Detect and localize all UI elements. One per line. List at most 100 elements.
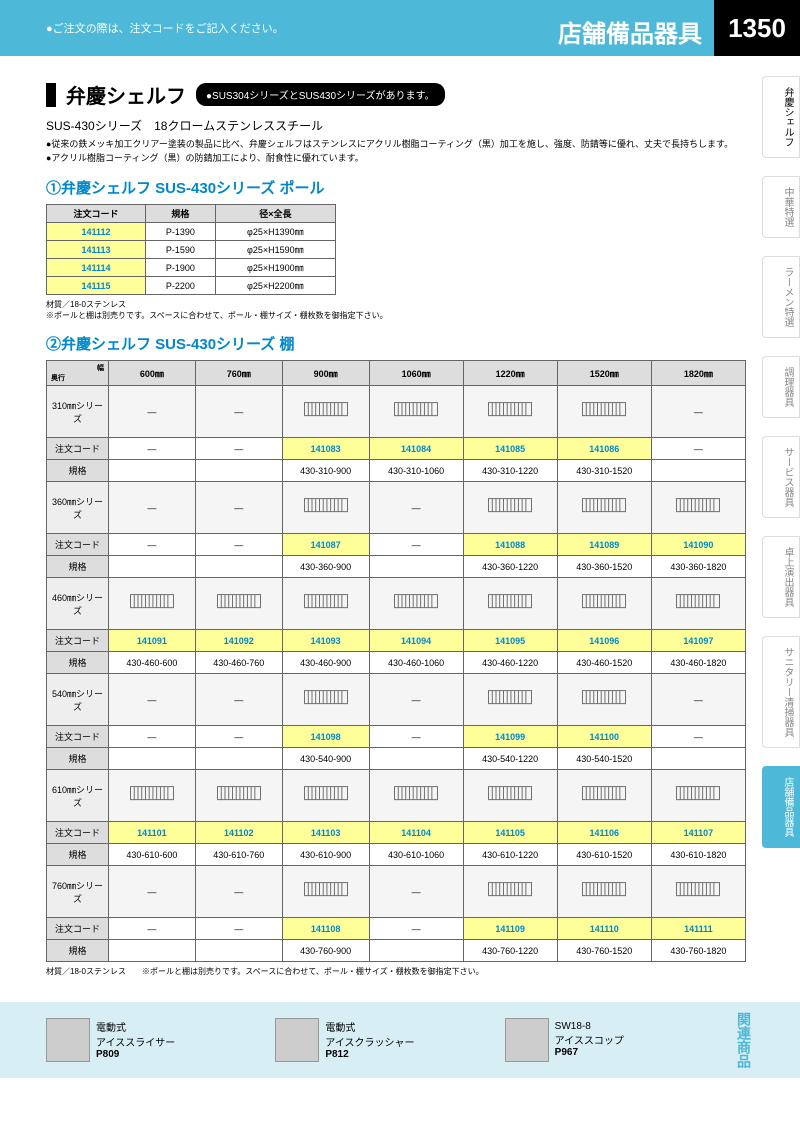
side-tab[interactable]: サービス器具	[762, 436, 800, 518]
section2-note: 材質／18-0ステンレス ※ポールと棚は別売りです。スペースに合わせて、ポール・…	[46, 966, 746, 977]
order-code: 141086	[557, 438, 651, 460]
shelf-image-cell	[109, 770, 196, 822]
shelf-image-cell: —	[195, 386, 282, 438]
related-item[interactable]: SW18-8アイススコップP967	[505, 1018, 718, 1062]
table-row: 540㎜シリーズ————	[47, 674, 746, 726]
spec-cell	[195, 556, 282, 578]
order-code: —	[369, 918, 463, 940]
spec-cell: 430-460-1820	[651, 652, 745, 674]
order-code: —	[109, 918, 196, 940]
shelf-image-cell	[195, 770, 282, 822]
spec-cell: 430-760-1220	[463, 940, 557, 962]
spec-cell: 430-460-1220	[463, 652, 557, 674]
order-code: —	[195, 918, 282, 940]
shelf-image-cell	[282, 674, 369, 726]
table-row: 注文コード——141087—141088141089141090	[47, 534, 746, 556]
order-code: —	[651, 726, 745, 748]
shelf-table: 幅奥行600㎜760㎜900㎜1060㎜1220㎜1520㎜1820㎜ 310㎜…	[46, 360, 746, 962]
row-label: 注文コード	[47, 534, 109, 556]
order-code: 141084	[369, 438, 463, 460]
order-code: 141098	[282, 726, 369, 748]
side-tab[interactable]: サニタリー清掃器具	[762, 636, 800, 748]
order-code: 141106	[557, 822, 651, 844]
product-thumb-icon	[275, 1018, 319, 1062]
shelf-image-cell: —	[369, 674, 463, 726]
table-row: 規格430-610-600430-610-760430-610-900430-6…	[47, 844, 746, 866]
shelf-image-cell	[557, 482, 651, 534]
series-name: 610㎜シリーズ	[47, 770, 109, 822]
order-code: —	[195, 726, 282, 748]
table-row: 注文コード——141083141084141085141086—	[47, 438, 746, 460]
order-code: 141109	[463, 918, 557, 940]
spec-cell: 430-360-1820	[651, 556, 745, 578]
shelf-image-cell	[463, 866, 557, 918]
row-label: 規格	[47, 556, 109, 578]
shelf-image-cell: —	[369, 866, 463, 918]
side-tab[interactable]: 卓上演出器具	[762, 536, 800, 618]
section1-title: ①弁慶シェルフ SUS-430シリーズ ポール	[46, 177, 746, 198]
spec-cell	[109, 556, 196, 578]
table-row: 注文コード14110114110214110314110414110514110…	[47, 822, 746, 844]
spec-cell: 430-610-1520	[557, 844, 651, 866]
side-tabs: 弁慶シェルフ中華特選ラーメン特選調理器具サービス器具卓上演出器具サニタリー清掃器…	[762, 56, 800, 1002]
table-header: 1520㎜	[557, 361, 651, 386]
shelf-image-cell: —	[195, 482, 282, 534]
table-cell: φ25×H1590㎜	[215, 241, 335, 259]
table-row: 注文コード——141098—141099141100—	[47, 726, 746, 748]
header-category: 店舗備品器具	[558, 0, 714, 56]
bullet: ●従来の鉄メッキ加工クリアー塗装の製品に比べ、弁慶シェルフはステンレスにアクリル…	[46, 138, 746, 152]
spec-cell: 430-610-760	[195, 844, 282, 866]
order-code: —	[109, 726, 196, 748]
related-text: 電動式アイスクラッシャーP812	[325, 1019, 414, 1060]
spec-cell: 430-310-900	[282, 460, 369, 482]
side-tab[interactable]: ラーメン特選	[762, 256, 800, 338]
bullet: ●アクリル樹脂コーティング（黒）の防錆加工により、耐食性に優れています。	[46, 152, 746, 166]
shelf-image-cell	[369, 770, 463, 822]
table-cell: 141113	[47, 241, 146, 259]
section1-note: 材質／18-0ステンレス※ポールと棚は別売りです。スペースに合わせて、ポール・棚…	[46, 299, 746, 321]
related-item[interactable]: 電動式アイススライサーP809	[46, 1018, 259, 1062]
shelf-image-cell	[463, 482, 557, 534]
side-tab[interactable]: 調理器具	[762, 356, 800, 418]
row-label: 規格	[47, 460, 109, 482]
table-header: 600㎜	[109, 361, 196, 386]
spec-cell: 430-310-1220	[463, 460, 557, 482]
side-tab[interactable]: 中華特選	[762, 176, 800, 238]
spec-cell	[109, 748, 196, 770]
table-row: 規格430-460-600430-460-760430-460-900430-4…	[47, 652, 746, 674]
side-tab[interactable]: 店舗備品器具	[762, 766, 800, 848]
page-header: ●ご注文の際は、注文コードをご記入ください。 店舗備品器具 1350	[0, 0, 800, 56]
spec-cell: 430-360-900	[282, 556, 369, 578]
order-code: 141088	[463, 534, 557, 556]
table-row: 141115P-2200φ25×H2200㎜	[47, 277, 336, 295]
spec-cell	[109, 940, 196, 962]
shelf-image-cell	[463, 674, 557, 726]
shelf-image-cell	[463, 578, 557, 630]
title-bar-icon	[46, 83, 56, 107]
page-number: 1350	[714, 0, 800, 56]
spec-cell	[109, 460, 196, 482]
order-code: 141099	[463, 726, 557, 748]
spec-cell	[369, 940, 463, 962]
row-label: 注文コード	[47, 630, 109, 652]
row-label: 規格	[47, 652, 109, 674]
order-code: 141107	[651, 822, 745, 844]
series-name: 540㎜シリーズ	[47, 674, 109, 726]
table-cell: P-1900	[146, 259, 216, 277]
order-code: 141091	[109, 630, 196, 652]
table-row: 610㎜シリーズ	[47, 770, 746, 822]
shelf-image-cell: —	[651, 674, 745, 726]
order-code: —	[369, 534, 463, 556]
order-code: —	[651, 438, 745, 460]
shelf-image-cell	[282, 866, 369, 918]
spec-cell: 430-610-1220	[463, 844, 557, 866]
table-row: 規格430-540-900430-540-1220430-540-1520	[47, 748, 746, 770]
order-code: 141087	[282, 534, 369, 556]
table-header: 規格	[146, 205, 216, 223]
side-tab[interactable]: 弁慶シェルフ	[762, 76, 800, 158]
order-code: 141108	[282, 918, 369, 940]
related-item[interactable]: 電動式アイスクラッシャーP812	[275, 1018, 488, 1062]
shelf-image-cell	[557, 866, 651, 918]
order-code: 141095	[463, 630, 557, 652]
spec-cell	[195, 460, 282, 482]
